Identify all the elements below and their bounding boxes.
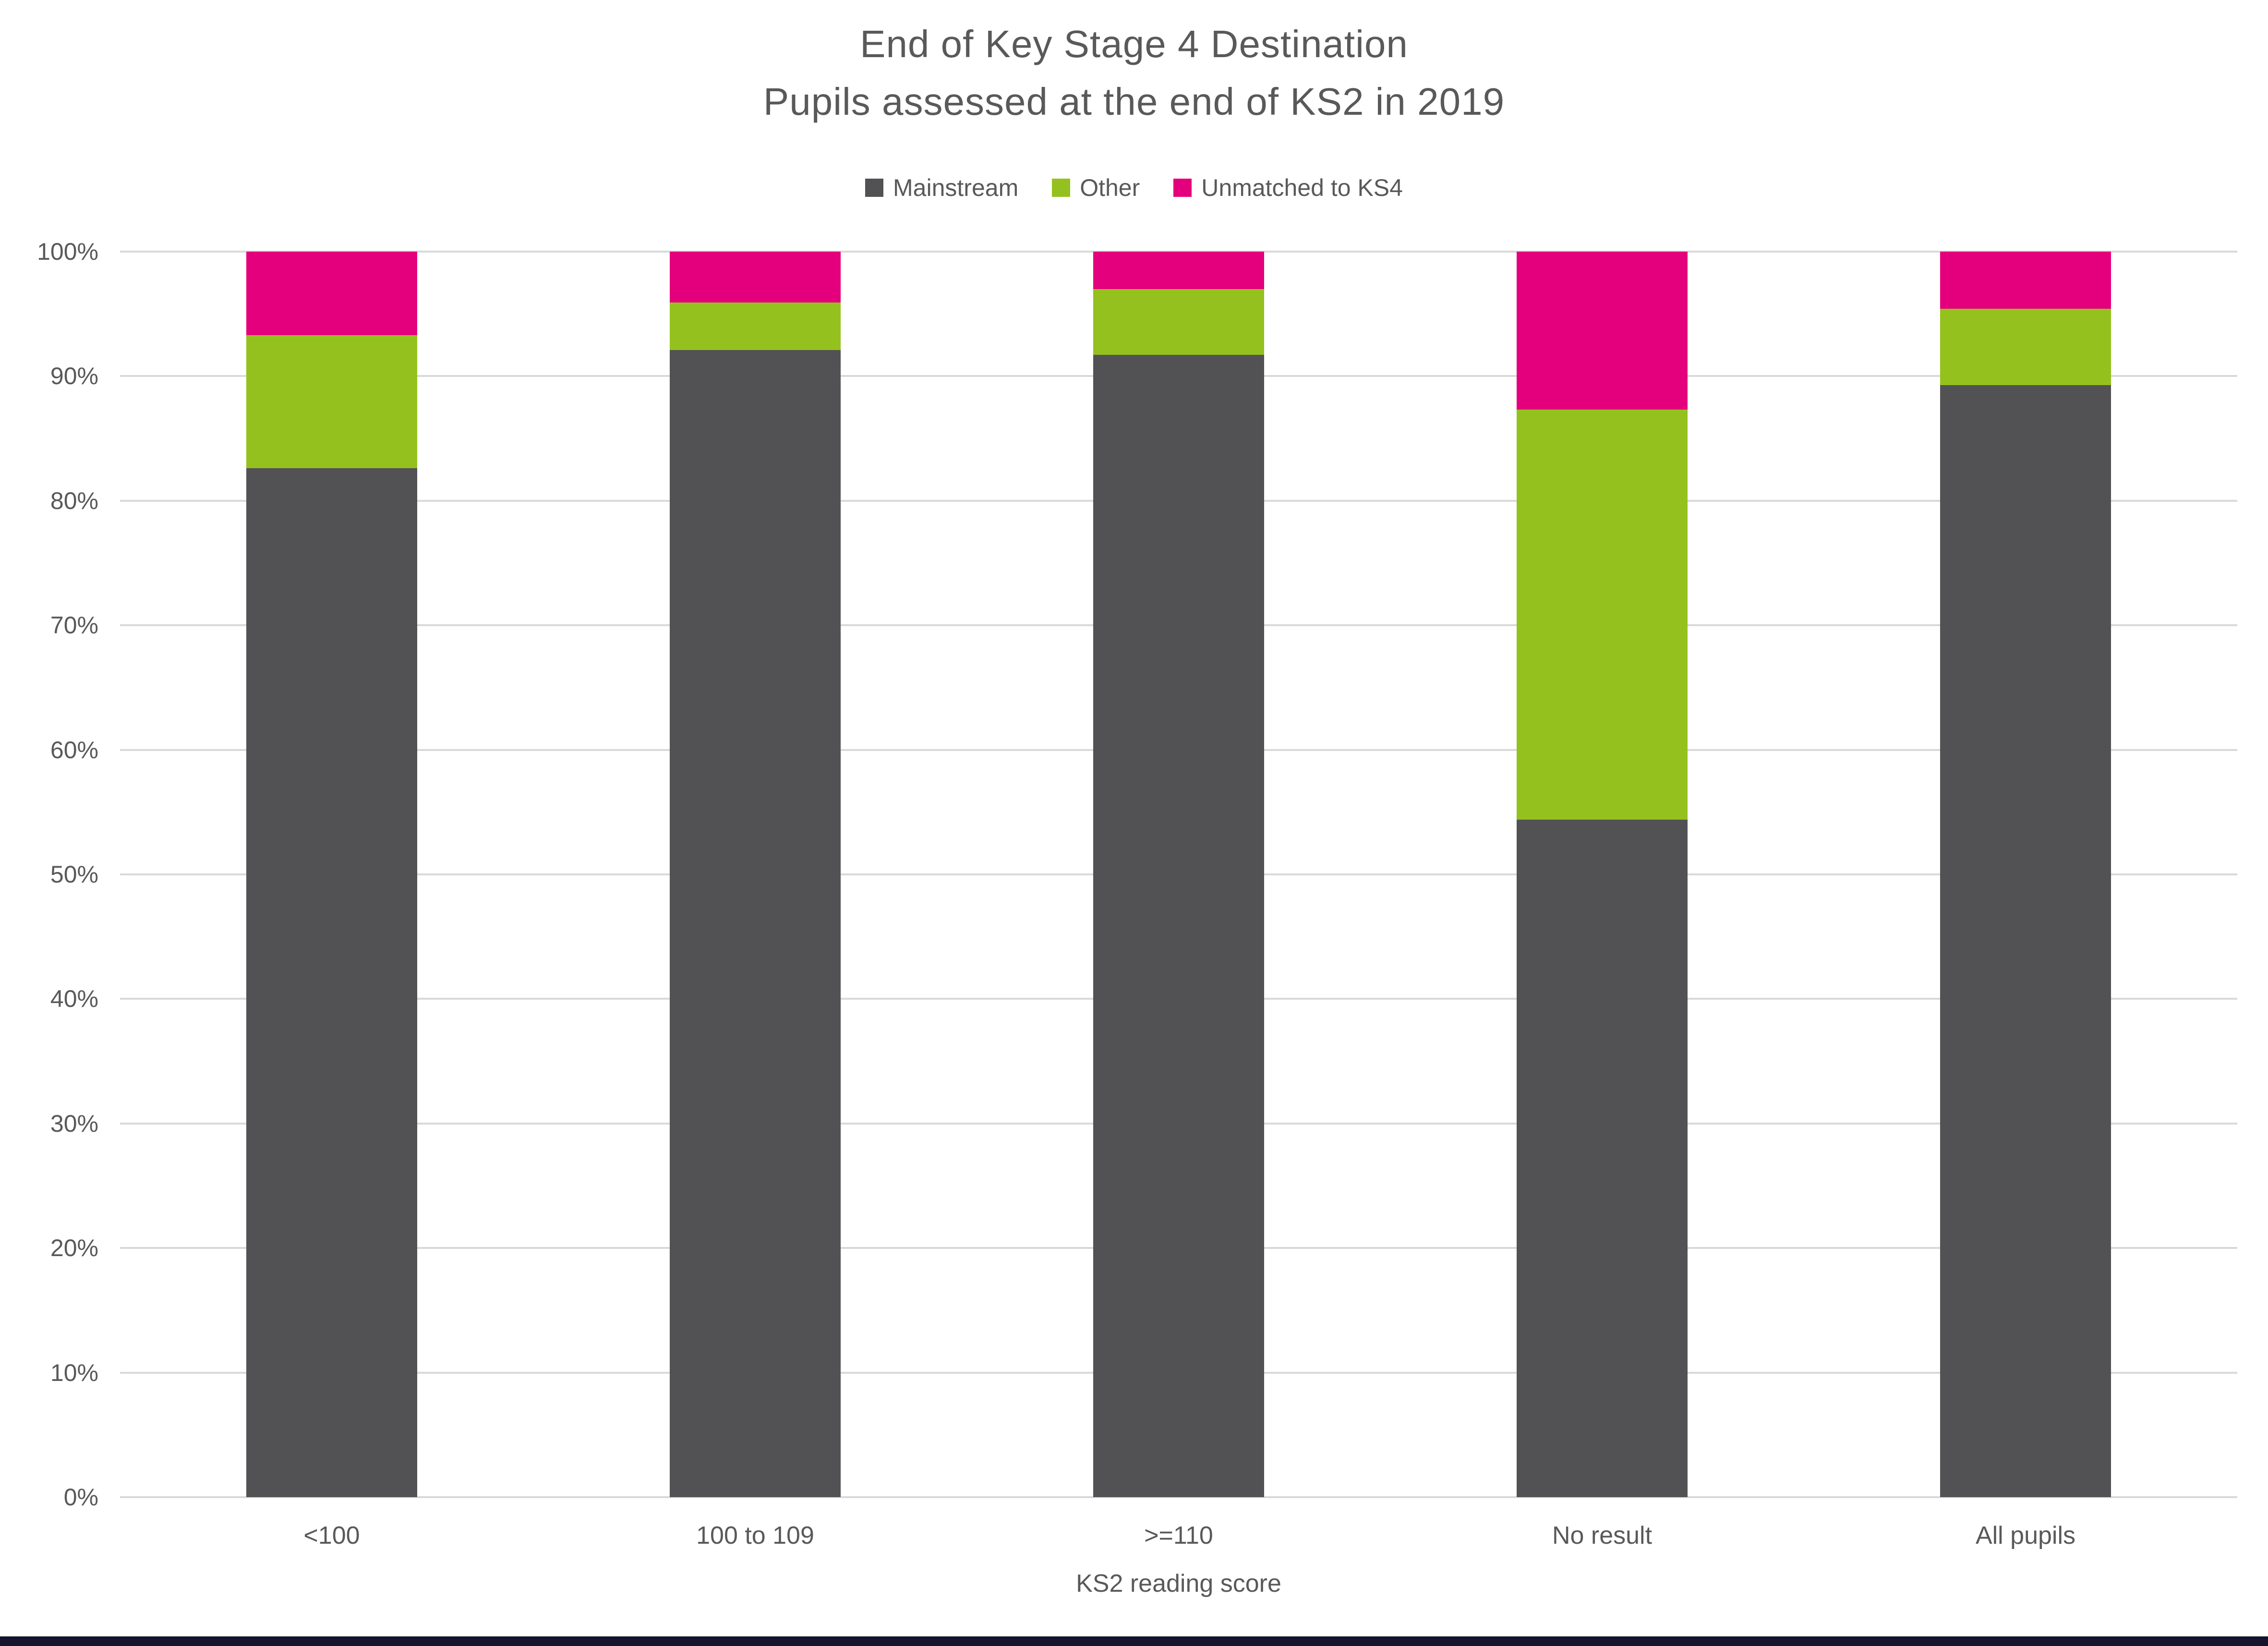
legend-swatch-icon [1173, 179, 1192, 197]
bar-all-pupils-other [1940, 309, 2111, 385]
bar-all-pupils-mainstream [1940, 385, 2111, 1497]
chart-title-line-1: End of Key Stage 4 Destination [860, 23, 1408, 65]
y-tick-label-50: 50% [50, 861, 98, 888]
y-tick-label-10: 10% [50, 1359, 98, 1386]
legend-item-2: Other [1052, 174, 1140, 202]
bar-all-pupils-unmatched-to-ks4 [1940, 252, 2111, 309]
bar--110-other [1093, 289, 1264, 355]
legend-label: Mainstream [893, 174, 1019, 201]
bar-100-to-109-mainstream [670, 350, 841, 1497]
y-tick-label-80: 80% [50, 487, 98, 514]
y-tick-label-70: 70% [50, 612, 98, 639]
x-tick-label-3: >=110 [1144, 1522, 1213, 1549]
y-tick-label-60: 60% [50, 736, 98, 763]
bar-100-to-109-other [670, 303, 841, 350]
y-tick-label-30: 30% [50, 1110, 98, 1137]
gridline-0 [120, 1496, 2237, 1498]
bar-100-to-109-unmatched-to-ks4 [670, 252, 841, 303]
legend: Mainstream Other Unmatched to KS4 [0, 174, 2268, 202]
x-tick-label-2: 100 to 109 [696, 1522, 814, 1549]
y-tick-label-40: 40% [50, 985, 98, 1013]
bar-no-result-other [1517, 410, 1688, 820]
bar--100-mainstream [246, 468, 417, 1497]
bar--100-unmatched-to-ks4 [246, 252, 417, 335]
legend-swatch-icon [865, 179, 884, 197]
bar-no-result-unmatched-to-ks4 [1517, 252, 1688, 410]
bar-no-result-mainstream [1517, 819, 1688, 1497]
legend-item-1: Mainstream [865, 174, 1018, 202]
x-tick-label-1: <100 [303, 1522, 360, 1549]
legend-swatch-icon [1052, 179, 1071, 197]
bar--110-unmatched-to-ks4 [1093, 252, 1264, 289]
y-tick-label-20: 20% [50, 1234, 98, 1262]
legend-label: Unmatched to KS4 [1201, 174, 1403, 201]
x-tick-label-5: All pupils [1975, 1522, 2076, 1549]
x-axis-title: KS2 reading score [1076, 1570, 1281, 1598]
y-tick-label-90: 90% [50, 363, 98, 390]
bar--100-other [246, 335, 417, 469]
bar--110-mainstream [1093, 355, 1264, 1497]
y-tick-label-100: 100% [37, 238, 98, 265]
y-tick-label-0: 0% [63, 1484, 98, 1511]
x-tick-label-4: No result [1552, 1522, 1653, 1549]
legend-item-3: Unmatched to KS4 [1173, 174, 1403, 202]
chart-title-line-2: Pupils assessed at the end of KS2 in 201… [763, 80, 1505, 123]
footer-bar [0, 1636, 2268, 1646]
legend-label: Other [1080, 174, 1140, 201]
